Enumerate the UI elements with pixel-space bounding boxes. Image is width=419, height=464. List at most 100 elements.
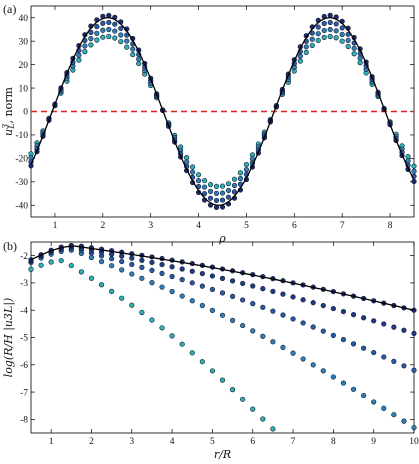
- data-point-a: [213, 190, 220, 196]
- data-point-a: [333, 35, 339, 41]
- data-point-b: [391, 324, 397, 330]
- data-point-b: [159, 270, 165, 277]
- data-point-a: [189, 169, 196, 175]
- data-point-b: [310, 300, 316, 306]
- data-point-b: [350, 312, 357, 318]
- data-point-a: [339, 31, 345, 38]
- data-point-a: [76, 52, 82, 58]
- data-point-b: [189, 350, 195, 356]
- y-tick-label-a: -10: [15, 131, 28, 141]
- x-tick-label-b: 5: [210, 437, 215, 447]
- data-point-a: [118, 32, 124, 38]
- data-point-b: [189, 298, 195, 304]
- data-point-b: [169, 288, 175, 295]
- data-point-a: [100, 20, 106, 26]
- data-point-b: [330, 332, 336, 338]
- data-point-b: [98, 258, 105, 265]
- data-point-b: [270, 339, 276, 345]
- y-tick-label-b: -6: [20, 361, 28, 371]
- panel-b: 1 2 3 4 5 6 7 8 9 10 -8 -7 -6 -5 -4 -3 -2(b) r/R log(R/H |…: [2, 239, 419, 461]
- data-point-a: [207, 195, 214, 201]
- x-tick-label-b: 4: [170, 437, 175, 447]
- data-point-b: [280, 344, 286, 350]
- data-point-b: [149, 267, 155, 273]
- y-tick-label-a: 10: [19, 84, 29, 94]
- data-point-a: [124, 44, 130, 50]
- panel-label-a: (a): [3, 2, 16, 16]
- data-point-b: [109, 288, 115, 294]
- data-point-b: [240, 322, 246, 329]
- data-point-a: [94, 30, 100, 36]
- data-point-b: [371, 318, 377, 324]
- data-point-b: [119, 267, 125, 273]
- data-point-b: [310, 324, 316, 330]
- data-point-b: [149, 317, 155, 323]
- data-point-a: [82, 43, 88, 49]
- data-point-b: [411, 424, 417, 431]
- data-point-a: [189, 164, 196, 170]
- data-point-b: [229, 317, 236, 323]
- data-point-b: [209, 368, 216, 374]
- data-point-b: [371, 399, 377, 405]
- data-point-a: [327, 33, 333, 40]
- y-tick-label-a: -40: [15, 201, 28, 211]
- data-point-a: [315, 37, 321, 43]
- data-point-a: [297, 58, 303, 64]
- data-point-a: [112, 28, 118, 34]
- data-point-b: [250, 406, 256, 412]
- y-tick-label-a: -20: [15, 155, 28, 165]
- data-point-a: [351, 51, 357, 57]
- data-point-b: [381, 405, 387, 411]
- data-point-a: [136, 60, 142, 67]
- data-point-b: [38, 262, 44, 268]
- x-tick-label-a: 5: [244, 221, 249, 231]
- data-point-b: [270, 308, 276, 314]
- data-point-a: [309, 36, 315, 42]
- data-point-a: [130, 51, 136, 58]
- data-point-a: [315, 31, 321, 37]
- data-point-b: [149, 280, 155, 286]
- data-point-a: [411, 168, 417, 174]
- data-point-a: [88, 36, 94, 42]
- data-point-b: [250, 328, 256, 334]
- y-tick-label-a: 30: [19, 37, 29, 47]
- x-tick-label-b: 3: [129, 437, 134, 447]
- data-point-a: [213, 197, 220, 204]
- data-point-a: [315, 24, 321, 30]
- data-point-a: [106, 33, 112, 40]
- data-point-a: [100, 34, 106, 40]
- data-point-b: [229, 293, 236, 299]
- data-point-a: [225, 181, 232, 187]
- data-point-a: [213, 183, 220, 189]
- data-point-b: [250, 283, 256, 289]
- data-point-b: [401, 363, 407, 369]
- data-point-b: [139, 257, 145, 263]
- y-tick-label-a: -30: [15, 178, 28, 188]
- data-point-a: [106, 19, 112, 26]
- data-point-a: [195, 177, 202, 184]
- data-point-b: [159, 284, 165, 290]
- x-tick-label-b: 6: [250, 437, 255, 447]
- data-point-b: [199, 270, 205, 277]
- data-point-b: [411, 367, 417, 373]
- data-point-b: [209, 286, 216, 293]
- data-point-a: [225, 187, 232, 194]
- data-point-b: [169, 333, 175, 339]
- x-tick-label-a: 6: [292, 221, 297, 231]
- data-point-a: [106, 26, 112, 33]
- data-point-a: [207, 188, 214, 194]
- data-point-a: [201, 177, 208, 184]
- data-point-b: [179, 277, 185, 283]
- data-point-a: [303, 44, 309, 50]
- data-point-a: [357, 60, 363, 66]
- data-point-b: [260, 416, 266, 422]
- x-tick-label-a: 4: [196, 221, 201, 231]
- data-point-a: [327, 12, 333, 18]
- data-point-b: [119, 295, 125, 301]
- data-point-a: [130, 46, 136, 52]
- data-point-b: [320, 368, 326, 374]
- data-point-b: [28, 266, 34, 272]
- data-point-b: [250, 301, 256, 307]
- data-point-b: [260, 333, 266, 339]
- data-point-b: [361, 345, 367, 351]
